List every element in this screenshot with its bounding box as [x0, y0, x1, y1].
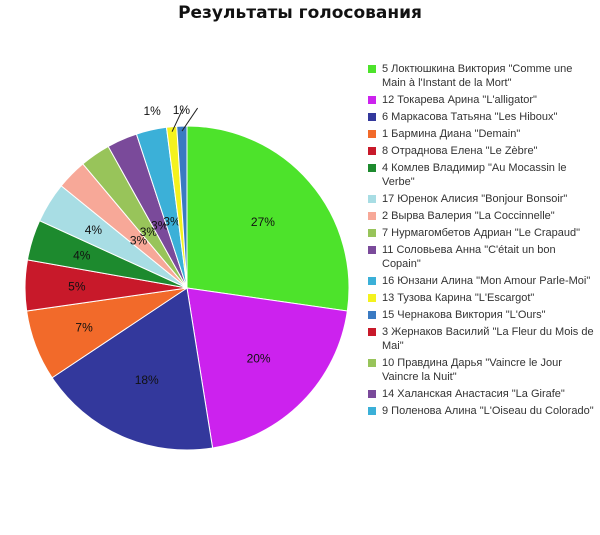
legend-swatch-11 [368, 294, 376, 302]
legend-item-7: 2 Вырва Валерия "La Coccinnelle" [368, 209, 594, 223]
chart-legend: 5 Локтюшкина Виктория "Comme une Main à … [368, 62, 594, 421]
pie-slice-2 [51, 287, 214, 451]
legend-label-14: 10 Правдина Дарья "Vaincre le Jour Vainc… [382, 357, 562, 383]
legend-label-11: 13 Тузова Карина "L'Escargot" [382, 292, 535, 304]
legend-item-15: 14 Халанская Анастасия "La Girafe" [368, 387, 594, 401]
legend-label-16: 9 Поленова Алина "L'Oiseau du Colorado" [382, 405, 594, 417]
data-label-2: 18% [135, 373, 159, 387]
legend-item-10: 16 Юнзани Алина "Mon Amour Parle-Moi" [368, 274, 594, 288]
pie-slice-0 [186, 125, 350, 312]
legend-item-11: 13 Тузова Карина "L'Escargot" [368, 291, 594, 305]
legend-item-3: 1 Бармина Диана "Demain" [368, 127, 594, 141]
legend-swatch-9 [368, 246, 376, 254]
legend-label-1: 12 Токарева Арина "L'alligator" [382, 94, 537, 106]
legend-swatch-3 [368, 130, 376, 138]
legend-label-8: 7 Нурмагомбетов Адриан "Le Crapaud" [382, 227, 581, 239]
pie-chart: 27%20%18%7%5%4%4%3%3%3%3%1% 1% [24, 103, 350, 451]
legend-swatch-8 [368, 229, 376, 237]
chart-title: Результаты голосования [178, 3, 422, 23]
legend-swatch-5 [368, 164, 376, 172]
data-label-0: 27% [251, 215, 275, 229]
legend-label-4: 8 Отраднова Елена "Le Zèbre" [382, 145, 538, 157]
data-label-3: 7% [75, 320, 93, 334]
legend-swatch-13 [368, 328, 376, 336]
legend-label-6: 17 Юренок Алисия "Bonjour Bonsoir" [382, 193, 568, 205]
legend-swatch-14 [368, 359, 376, 367]
legend-swatch-2 [368, 113, 376, 121]
data-label-6: 4% [85, 223, 103, 237]
data-label-5: 4% [73, 248, 91, 262]
legend-item-4: 8 Отраднова Елена "Le Zèbre" [368, 144, 594, 158]
legend-swatch-7 [368, 212, 376, 220]
data-label-12: 1% [173, 103, 191, 117]
legend-item-12: 15 Чернакова Виктория "L'Ours" [368, 308, 594, 322]
legend-item-6: 17 Юренок Алисия "Bonjour Bonsoir" [368, 192, 594, 206]
legend-swatch-4 [368, 147, 376, 155]
legend-item-0: 5 Локтюшкина Виктория "Comme une Main à … [368, 62, 594, 90]
data-label-4: 5% [68, 279, 86, 293]
pie-slice-1 [186, 287, 348, 449]
legend-item-16: 9 Поленова Алина "L'Oiseau du Colorado" [368, 404, 594, 418]
legend-swatch-0 [368, 65, 376, 73]
legend-label-5: 4 Комлев Владимир "Au Mocassin le Verbe" [382, 162, 567, 188]
data-label-9: 3% [151, 219, 169, 233]
legend-item-2: 6 Маркасова Татьяна "Les Hiboux" [368, 110, 594, 124]
legend-swatch-6 [368, 195, 376, 203]
legend-label-15: 14 Халанская Анастасия "La Girafe" [382, 388, 565, 400]
legend-item-5: 4 Комлев Владимир "Au Mocassin le Verbe" [368, 161, 594, 189]
legend-swatch-10 [368, 277, 376, 285]
legend-label-13: 3 Жернаков Василий "La Fleur du Mois de … [382, 326, 594, 352]
legend-label-12: 15 Чернакова Виктория "L'Ours" [382, 309, 546, 321]
legend-item-9: 11 Соловьева Анна "C'était un bon Copain… [368, 243, 594, 271]
data-label-1: 20% [247, 351, 271, 365]
leader-line-11 [171, 108, 184, 132]
data-label-8: 3% [140, 225, 158, 239]
legend-label-7: 2 Вырва Валерия "La Coccinnelle" [382, 210, 555, 222]
legend-label-3: 1 Бармина Диана "Demain" [382, 128, 521, 140]
legend-item-13: 3 Жернаков Василий "La Fleur du Mois de … [368, 325, 594, 353]
leader-line-12 [181, 107, 199, 132]
legend-swatch-16 [368, 407, 376, 415]
data-label-10: 3% [163, 215, 181, 229]
legend-item-1: 12 Токарева Арина "L'alligator" [368, 93, 594, 107]
legend-label-0: 5 Локтюшкина Виктория "Comme une Main à … [382, 63, 573, 89]
legend-item-8: 7 Нурмагомбетов Адриан "Le Crapaud" [368, 226, 594, 240]
legend-item-14: 10 Правдина Дарья "Vaincre le Jour Vainc… [368, 356, 594, 384]
data-label-7: 3% [130, 233, 148, 247]
legend-swatch-12 [368, 311, 376, 319]
legend-label-9: 11 Соловьева Анна "C'était un bon Copain… [382, 244, 556, 270]
legend-swatch-15 [368, 390, 376, 398]
legend-label-10: 16 Юнзани Алина "Mon Amour Parle-Moi" [382, 275, 591, 287]
data-label-11: 1% [144, 104, 162, 118]
legend-label-2: 6 Маркасова Татьяна "Les Hiboux" [382, 111, 558, 123]
legend-swatch-1 [368, 96, 376, 104]
pie-slice-12 [176, 125, 188, 289]
